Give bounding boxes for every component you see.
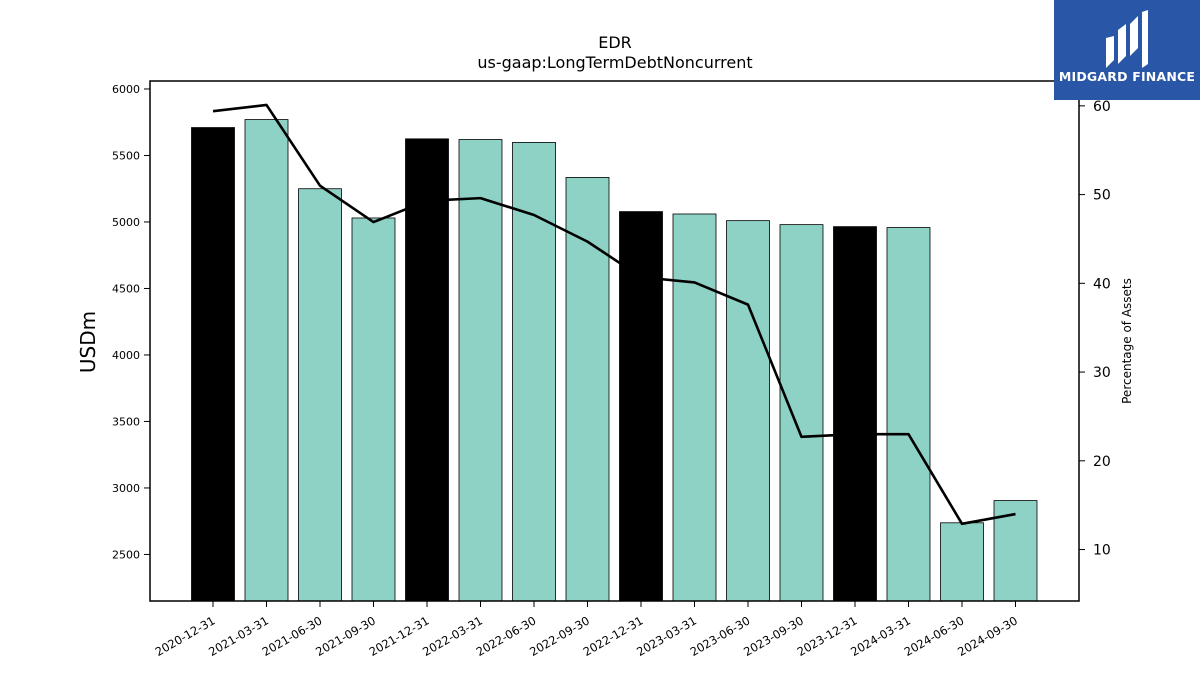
y2-axis-label: Percentage of Assets	[1120, 278, 1134, 404]
y2-tick-label: 50	[1093, 188, 1111, 204]
line-group	[212, 103, 1016, 526]
y-axis: 2500 3000 3500 4000 4500 5000 5500 6000	[112, 83, 150, 561]
bar-2021-09-30	[351, 217, 396, 602]
x-tick-label: 2022-09-30	[527, 613, 592, 659]
x-axis: 2020-12-312021-03-312021-06-302021-09-30…	[153, 601, 1020, 659]
chart-title: EDR	[598, 33, 632, 52]
y-tick-label: 3500	[112, 415, 140, 428]
bar-2023-09-30	[779, 224, 824, 602]
y2-axis: 10 20 30 40 50 60	[1079, 99, 1111, 559]
x-tick-label: 2020-12-31	[153, 613, 218, 659]
y-tick-label: 2500	[112, 548, 140, 561]
x-tick-label: 2023-09-30	[741, 613, 806, 659]
x-tick-label: 2022-03-31	[420, 613, 485, 659]
x-tick-label: 2021-06-30	[260, 613, 325, 659]
x-tick-label: 2023-06-30	[688, 613, 753, 659]
bar-2022-12-31	[619, 211, 663, 602]
x-tick-label: 2021-12-31	[367, 613, 432, 659]
y-tick-label: 4000	[112, 349, 140, 362]
bar-2022-03-31	[458, 139, 503, 602]
y-tick-label: 4500	[112, 282, 140, 295]
y-tick-label: 5000	[112, 216, 140, 229]
x-tick-label: 2021-09-30	[313, 613, 378, 659]
percentage-line	[212, 103, 1016, 526]
brand-name: MIDGARD FINANCE	[1058, 69, 1196, 84]
bar-2023-06-30	[726, 220, 770, 602]
x-tick-label: 2022-06-30	[474, 613, 539, 659]
x-tick-label: 2023-03-31	[634, 613, 699, 659]
x-tick-label: 2021-03-31	[206, 613, 271, 659]
bar-2021-03-31	[244, 119, 289, 602]
x-tick-label: 2024-06-30	[902, 613, 967, 659]
y2-tick-label: 30	[1093, 365, 1111, 381]
bar-2022-09-30	[565, 177, 610, 602]
x-tick-label: 2022-12-31	[581, 613, 646, 659]
y2-tick-label: 10	[1093, 543, 1111, 559]
y-tick-label: 3000	[112, 482, 140, 495]
brand-mark-icon	[1106, 10, 1148, 68]
y2-tick-label: 60	[1093, 99, 1111, 115]
y-axis-label: USDm	[76, 311, 100, 373]
y2-tick-label: 20	[1093, 454, 1111, 470]
y-tick-label: 6000	[112, 83, 140, 96]
y2-tick-label: 40	[1093, 276, 1111, 292]
x-tick-label: 2024-03-31	[848, 613, 913, 659]
x-tick-label: 2023-12-31	[795, 613, 860, 659]
bars-group	[191, 119, 1038, 602]
chart-subtitle: us-gaap:LongTermDebtNoncurrent	[477, 53, 752, 72]
brand-logo: MIDGARD FINANCE	[1054, 0, 1200, 100]
bar-2023-03-31	[672, 213, 717, 602]
bar-2021-06-30	[298, 188, 342, 602]
bar-2021-12-31	[405, 138, 449, 602]
plot-frame	[149, 80, 1080, 602]
bar-2020-12-31	[191, 127, 235, 602]
x-tick-label: 2024-09-30	[955, 613, 1020, 659]
bar-2023-12-31	[833, 226, 877, 602]
bar-2024-03-31	[886, 227, 931, 602]
bar-2022-06-30	[512, 142, 556, 602]
bar-2024-06-30	[940, 522, 984, 602]
y-tick-label: 5500	[112, 149, 140, 162]
